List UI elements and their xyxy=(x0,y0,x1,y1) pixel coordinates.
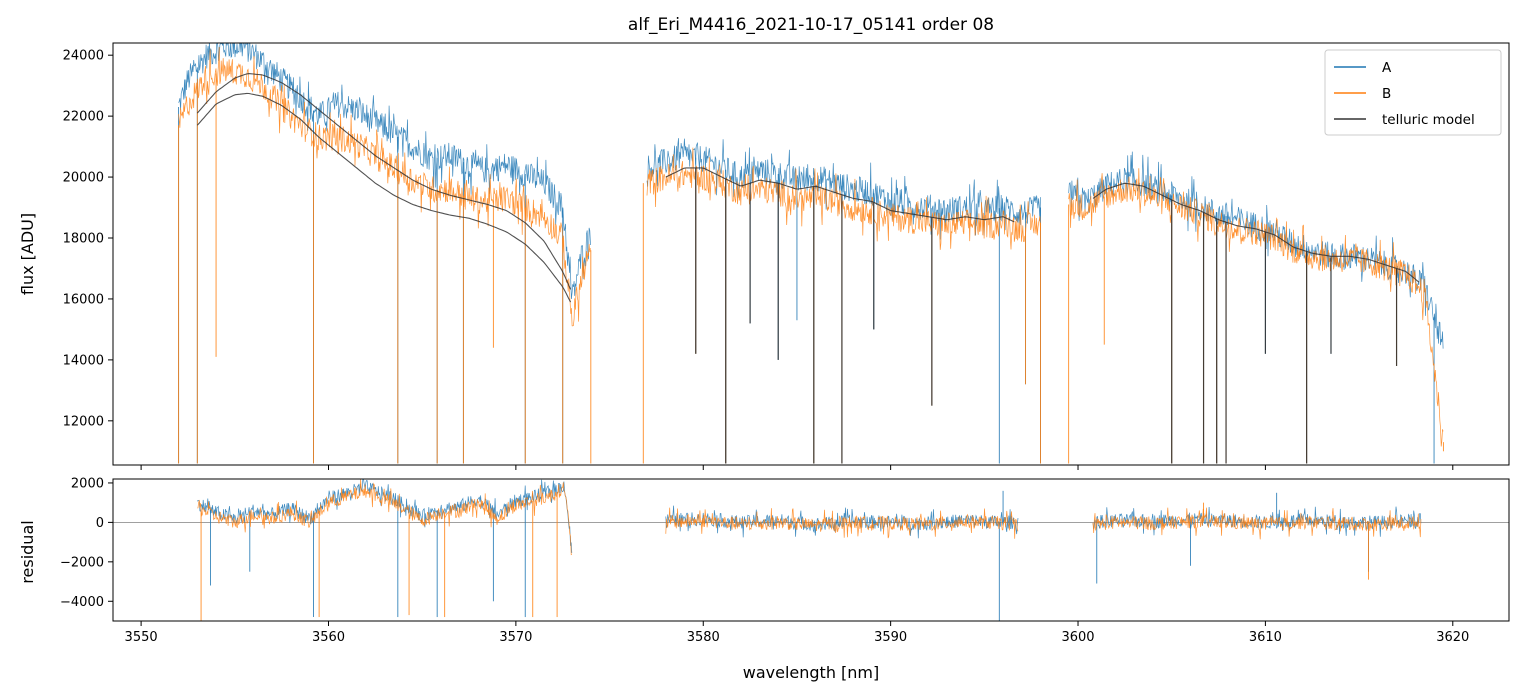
x-tick-label: 3560 xyxy=(312,630,345,645)
residual-y-tick-label: 2000 xyxy=(71,476,104,491)
x-axis-label: wavelength [nm] xyxy=(743,663,880,682)
flux-series-telluric-model xyxy=(196,73,1420,464)
residual-B-segment-2 xyxy=(665,507,1019,539)
x-tick-label: 3620 xyxy=(1436,630,1469,645)
flux-axis-label: flux [ADU] xyxy=(18,213,37,295)
flux-series-A xyxy=(178,43,1444,464)
flux-telluric-model-segment-4 xyxy=(1092,182,1420,283)
residual-y-tick-label: −2000 xyxy=(60,555,104,570)
legend-label-A: A xyxy=(1382,60,1392,76)
flux-telluric-model-segment-3 xyxy=(665,167,1015,223)
x-tick-label: 3570 xyxy=(499,630,532,645)
x-tick-label: 3600 xyxy=(1061,630,1094,645)
x-tick-label: 3590 xyxy=(874,630,907,645)
residual-series-A xyxy=(197,479,1422,621)
flux-telluric-model-segment-1 xyxy=(196,73,572,290)
residual-plot-area xyxy=(113,479,1509,621)
flux-y-tick-label: 14000 xyxy=(63,353,104,368)
flux-B-segment-1 xyxy=(178,46,591,327)
residual-frame xyxy=(112,478,1510,622)
residual-axis-label: residual xyxy=(18,520,37,583)
flux-A-segment-1 xyxy=(178,43,591,300)
x-tick-label: 3550 xyxy=(125,630,158,645)
flux-y-tick-label: 20000 xyxy=(63,171,104,186)
flux-A-segment-3 xyxy=(1068,151,1444,349)
residual-B-segment-3 xyxy=(1092,507,1422,540)
flux-series-B xyxy=(178,46,1444,464)
legend-box xyxy=(1324,49,1502,136)
flux-panel: 12000 14000 16000 18000 20000 22000 24000 xyxy=(63,42,1510,470)
flux-y-tick-label: 22000 xyxy=(63,110,104,125)
flux-plot-area xyxy=(178,43,1444,464)
residual-panel: −4000 −2000 0 2000 3550 3560 3570 3580 3590 3600 3… xyxy=(60,476,1510,645)
flux-y-tick-label: 24000 xyxy=(63,49,104,64)
flux-y-tick-label: 16000 xyxy=(63,292,104,307)
residual-A-segment-3 xyxy=(1092,506,1422,537)
flux-y-tick-label: 12000 xyxy=(63,414,104,429)
residual-y-tick-label: −4000 xyxy=(60,595,104,610)
chart-title: alf_Eri_M4416_2021-10-17_05141 order 08 xyxy=(628,15,994,35)
residual-series-B xyxy=(197,479,1422,621)
flux-telluric-model-segment-2 xyxy=(196,92,572,303)
legend-label-B: B xyxy=(1382,86,1391,102)
flux-B-segment-2 xyxy=(646,147,1041,250)
x-tick-label: 3580 xyxy=(687,630,720,645)
residual-B-segment-1 xyxy=(197,479,572,556)
x-tick-label: 3610 xyxy=(1249,630,1282,645)
legend-label-telluric-model: telluric model xyxy=(1382,112,1475,128)
flux-frame xyxy=(112,42,1510,466)
residual-y-tick-label: 0 xyxy=(96,516,104,531)
flux-B-segment-3 xyxy=(1068,168,1444,447)
flux-y-tick-label: 18000 xyxy=(63,232,104,247)
